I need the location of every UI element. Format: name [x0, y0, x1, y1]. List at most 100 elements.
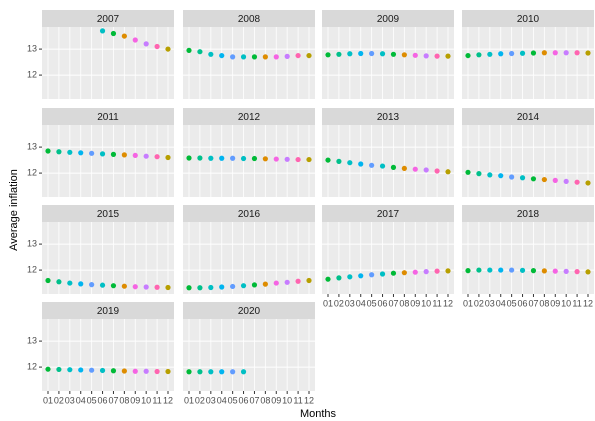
strip	[322, 108, 454, 125]
strip	[183, 205, 315, 222]
point	[390, 51, 397, 57]
point	[251, 155, 258, 162]
point	[552, 50, 558, 56]
point	[240, 54, 247, 60]
point	[295, 156, 301, 163]
point	[262, 281, 268, 287]
point	[401, 165, 407, 172]
point	[262, 156, 268, 162]
x-tick-label: 06	[239, 395, 249, 405]
x-tick-label: 09	[130, 395, 140, 405]
x-tick-label: 07	[249, 395, 259, 405]
strip-title: 2018	[517, 209, 540, 220]
strip	[42, 10, 174, 27]
point	[412, 166, 418, 172]
strip-title: 2013	[377, 112, 400, 123]
x-tick-label: 03	[206, 395, 216, 405]
y-tick-label: 12	[27, 69, 37, 79]
point	[530, 176, 537, 182]
point	[509, 267, 515, 273]
point	[110, 283, 117, 289]
strip-title: 2007	[97, 14, 120, 25]
point	[509, 50, 515, 57]
x-tick-label: 07	[108, 395, 118, 405]
x-tick-label: 04	[217, 395, 227, 405]
point	[89, 282, 95, 288]
point	[325, 157, 331, 163]
point	[306, 52, 312, 59]
strip	[322, 205, 454, 222]
strip	[42, 302, 174, 319]
point	[208, 284, 214, 291]
point	[197, 155, 203, 161]
strip-title: 2015	[97, 209, 120, 220]
point	[563, 268, 569, 274]
x-tick-label: 10	[141, 395, 151, 405]
x-tick-label: 06	[518, 298, 528, 308]
point	[273, 156, 279, 162]
point	[143, 153, 149, 159]
strip-title: 2017	[377, 209, 400, 220]
point	[99, 367, 106, 374]
point	[423, 53, 429, 59]
point	[230, 369, 236, 375]
point	[509, 174, 515, 180]
point	[519, 175, 526, 181]
point	[240, 283, 247, 289]
point	[197, 285, 203, 291]
point	[230, 283, 236, 290]
panel-background	[183, 27, 315, 99]
point	[186, 369, 192, 375]
point	[358, 161, 364, 167]
point	[67, 280, 73, 286]
point	[369, 272, 375, 278]
strip-title: 2012	[238, 112, 261, 123]
y-tick-label: 13	[27, 238, 37, 248]
x-tick-label: 05	[507, 298, 517, 308]
x-tick-label: 04	[496, 298, 506, 308]
point	[240, 369, 247, 375]
point	[99, 151, 106, 157]
point	[219, 284, 225, 290]
point	[132, 284, 138, 290]
x-tick-label: 11	[293, 395, 302, 405]
point	[121, 283, 127, 289]
point	[465, 268, 471, 274]
point	[240, 155, 247, 162]
panel-background	[42, 222, 174, 294]
point	[552, 177, 558, 183]
point	[306, 156, 312, 163]
point	[143, 368, 149, 374]
x-tick-label: 01	[184, 395, 194, 405]
point	[423, 167, 429, 173]
point	[574, 269, 580, 275]
x-tick-label: 08	[119, 395, 129, 405]
point	[401, 52, 407, 58]
panel-background	[42, 27, 174, 99]
strip-title: 2016	[238, 209, 261, 220]
x-tick-label: 03	[65, 395, 75, 405]
point	[208, 155, 214, 161]
y-tick-label: 12	[27, 361, 37, 371]
point	[563, 50, 569, 56]
point	[541, 268, 547, 274]
point	[412, 269, 418, 275]
point	[369, 50, 375, 57]
x-tick-label: 10	[282, 395, 292, 405]
point	[325, 52, 331, 58]
x-axis-title: Months	[300, 408, 337, 420]
point	[78, 150, 84, 156]
y-tick-label: 13	[27, 141, 37, 151]
y-tick-label: 12	[27, 264, 37, 274]
point	[78, 281, 84, 287]
x-tick-label: 04	[76, 395, 86, 405]
point	[262, 54, 268, 60]
x-tick-label: 02	[334, 298, 344, 308]
point	[165, 284, 171, 291]
point	[519, 50, 526, 56]
point	[295, 278, 301, 284]
point	[67, 149, 73, 155]
strip	[42, 205, 174, 222]
point	[434, 53, 440, 59]
x-tick-label: 12	[443, 298, 453, 308]
